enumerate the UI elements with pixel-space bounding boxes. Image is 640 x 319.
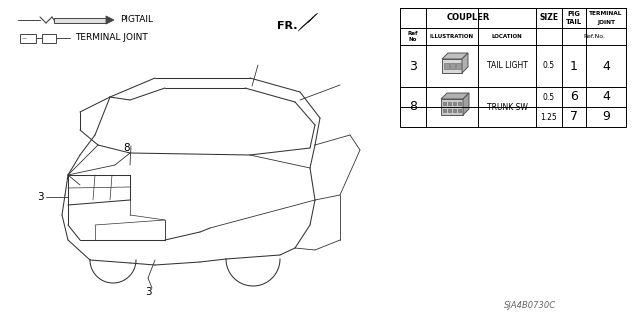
Bar — [20, 33, 36, 42]
Text: PIGTAIL: PIGTAIL — [120, 16, 153, 25]
Bar — [456, 63, 461, 69]
Text: ILLUSTRATION: ILLUSTRATION — [430, 34, 474, 39]
Bar — [458, 101, 461, 105]
Polygon shape — [308, 13, 318, 23]
Bar — [447, 101, 451, 105]
Text: SJA4B0730C: SJA4B0730C — [504, 300, 556, 309]
Text: 3: 3 — [145, 287, 151, 297]
Text: 1: 1 — [570, 60, 578, 72]
Polygon shape — [442, 53, 468, 59]
Text: 4: 4 — [602, 91, 610, 103]
Text: 3: 3 — [36, 192, 44, 202]
Text: TERMINAL: TERMINAL — [589, 11, 623, 16]
Text: SIZE: SIZE — [540, 13, 559, 23]
Text: Ref.No.: Ref.No. — [583, 34, 605, 39]
Text: 6: 6 — [570, 91, 578, 103]
Text: 3: 3 — [409, 60, 417, 72]
Bar — [442, 59, 462, 73]
Bar — [400, 8, 626, 127]
Polygon shape — [441, 93, 469, 99]
Text: TAIL: TAIL — [566, 19, 582, 26]
Bar — [441, 99, 463, 115]
Text: 8: 8 — [124, 143, 131, 153]
Bar — [452, 108, 456, 112]
Polygon shape — [463, 93, 469, 115]
Polygon shape — [462, 53, 468, 73]
Text: FR.: FR. — [276, 21, 297, 31]
Text: COUPLER: COUPLER — [446, 13, 490, 23]
Bar — [447, 108, 451, 112]
Text: TERMINAL JOINT: TERMINAL JOINT — [75, 33, 148, 42]
Bar — [42, 33, 56, 42]
Text: 7: 7 — [570, 110, 578, 123]
Bar — [442, 101, 445, 105]
Text: 1.25: 1.25 — [541, 113, 557, 122]
Text: TRUNK SW: TRUNK SW — [486, 102, 527, 112]
Bar — [458, 108, 461, 112]
Bar — [449, 63, 454, 69]
Text: PIG: PIG — [568, 11, 580, 17]
Text: TAIL LIGHT: TAIL LIGHT — [486, 62, 527, 70]
Text: JOINT: JOINT — [597, 20, 615, 25]
Text: LOCATION: LOCATION — [492, 34, 522, 39]
Text: 8: 8 — [409, 100, 417, 114]
Bar — [452, 101, 456, 105]
Bar — [444, 63, 449, 69]
Polygon shape — [298, 17, 313, 31]
Bar — [442, 108, 445, 112]
Text: Ref
No: Ref No — [408, 31, 419, 42]
Bar — [54, 18, 106, 23]
Text: 0.5: 0.5 — [543, 93, 555, 101]
Text: 4: 4 — [602, 60, 610, 72]
Text: 0.5: 0.5 — [543, 62, 555, 70]
Text: 9: 9 — [602, 110, 610, 123]
Polygon shape — [106, 16, 114, 24]
